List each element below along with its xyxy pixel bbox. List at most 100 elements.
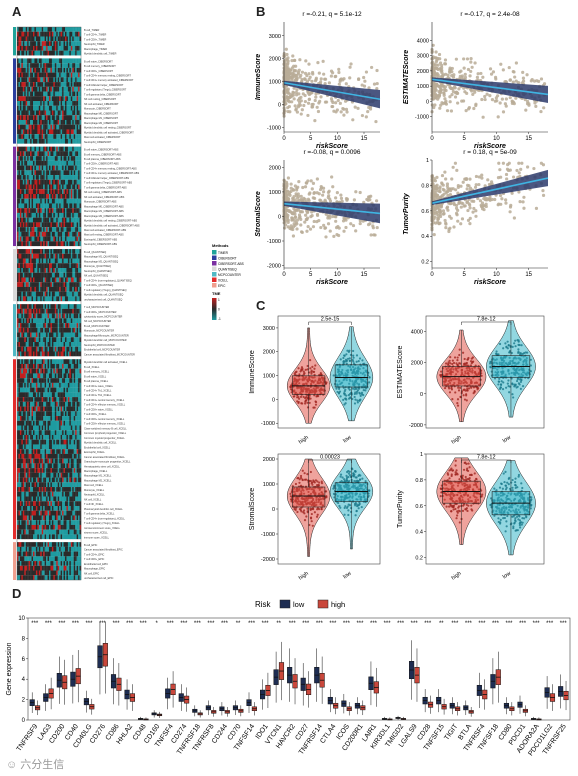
heatmap-cell	[18, 420, 21, 426]
heatmap-cell	[35, 160, 38, 166]
heatmap-cell	[57, 449, 60, 454]
heatmap-cell	[51, 146, 54, 152]
method-bar-timer	[13, 27, 16, 56]
heatmap-cell	[66, 82, 69, 87]
heatmap-cell	[18, 124, 21, 130]
heatmap-cell	[75, 496, 77, 502]
heatmap-cell	[78, 337, 80, 343]
heatmap-cell	[21, 453, 24, 459]
heatmap-cell	[22, 189, 25, 195]
heatmap-cell	[47, 227, 50, 232]
heatmap-cell	[28, 277, 31, 283]
heatmap-cell	[59, 179, 61, 185]
heatmap-cell	[70, 263, 73, 269]
heatmap-cell	[28, 401, 31, 407]
heatmap-cell	[66, 406, 69, 412]
heatmap-cell	[54, 318, 57, 324]
heatmap-cell	[43, 291, 45, 297]
heatmap-cell	[41, 198, 44, 204]
heatmap-cell	[46, 282, 48, 287]
heatmap-cell	[38, 134, 41, 139]
heatmap-cell	[40, 267, 42, 273]
heatmap-cell	[21, 189, 24, 195]
heatmap-cell	[56, 449, 58, 454]
heatmap-cell	[17, 165, 19, 171]
heatmap-cell	[78, 179, 80, 185]
heatmap-cell	[25, 119, 28, 125]
heatmap-cell	[56, 363, 58, 369]
heatmap-row-label: T cell follicular helper_CIBERSORT-ABS	[84, 177, 129, 180]
heatmap-cell	[53, 263, 56, 269]
heatmap-cell	[38, 77, 41, 83]
heatmap-cell	[38, 50, 41, 56]
heatmap-cell	[37, 82, 40, 87]
heatmap-cell	[72, 515, 74, 521]
heatmap-cell	[18, 411, 21, 417]
heatmap-cell	[69, 411, 72, 417]
heatmap-cell	[21, 510, 24, 516]
heatmap-cell	[75, 82, 77, 87]
heatmap-cell	[21, 468, 24, 473]
heatmap-cell	[27, 453, 29, 459]
heatmap-cell	[35, 392, 38, 398]
heatmap-cell	[70, 77, 73, 83]
heatmap-cell	[17, 463, 19, 469]
heatmap-cell	[46, 101, 48, 106]
heatmap-cell	[67, 50, 70, 56]
heatmap-cell	[67, 146, 70, 152]
heatmap-cell	[53, 332, 56, 338]
heatmap-cell	[24, 529, 26, 535]
heatmap-cell	[33, 198, 35, 204]
heatmap-cell	[69, 231, 72, 237]
heatmap-cell	[78, 77, 80, 83]
heatmap-cell	[75, 138, 77, 144]
heatmap-cell	[63, 551, 66, 557]
heatmap-cell	[21, 477, 24, 483]
heatmap-cell	[75, 449, 77, 454]
heatmap-cell	[79, 487, 82, 492]
heatmap-cell	[69, 31, 72, 37]
heatmap-row	[17, 378, 82, 383]
heatmap-cell	[63, 363, 66, 369]
heatmap-cell	[44, 286, 47, 292]
heatmap-cell	[75, 134, 77, 139]
heatmap-cell	[75, 277, 77, 283]
heatmap-cell	[54, 45, 57, 51]
heatmap-cell	[75, 291, 77, 297]
heatmap-cell	[24, 378, 26, 383]
heatmap-cell	[43, 327, 45, 333]
heatmap-cell	[79, 27, 82, 32]
heatmap-row	[17, 556, 82, 562]
heatmap-cell	[54, 198, 57, 204]
heatmap-cell	[49, 217, 51, 223]
heatmap-cell	[66, 277, 69, 283]
heatmap-cell	[62, 105, 64, 111]
heatmap-cell	[75, 45, 77, 51]
heatmap-cell	[63, 296, 66, 302]
heatmap-cell	[73, 453, 76, 459]
heatmap-cell	[50, 453, 53, 459]
heatmap-cell	[18, 401, 21, 407]
heatmap-cell	[78, 277, 80, 283]
heatmap-cell	[24, 241, 26, 247]
heatmap-cell	[49, 477, 51, 483]
heatmap-row-label: B cell naive_CIBERSORT-ABS	[84, 149, 119, 152]
heatmap-cell	[50, 363, 53, 369]
heatmap-cell	[35, 258, 38, 264]
heatmap-cell	[34, 510, 37, 516]
heatmap-cell	[75, 463, 77, 469]
heatmap-cell	[76, 236, 79, 242]
heatmap-cell	[57, 27, 60, 32]
heatmap-cell	[78, 41, 80, 46]
heatmap-row	[17, 138, 82, 144]
heatmap-cell	[47, 337, 50, 343]
heatmap-cell	[56, 416, 58, 421]
heatmap-cell	[49, 439, 51, 445]
heatmap-cell	[79, 236, 82, 242]
heatmap-cell	[44, 208, 47, 213]
heatmap-cell	[56, 458, 58, 464]
heatmap-cell	[44, 222, 47, 228]
heatmap-cell	[70, 110, 73, 116]
heatmap-row-label: B cell memory_CIBERSORT	[84, 65, 116, 68]
heatmap-cell	[50, 368, 53, 374]
